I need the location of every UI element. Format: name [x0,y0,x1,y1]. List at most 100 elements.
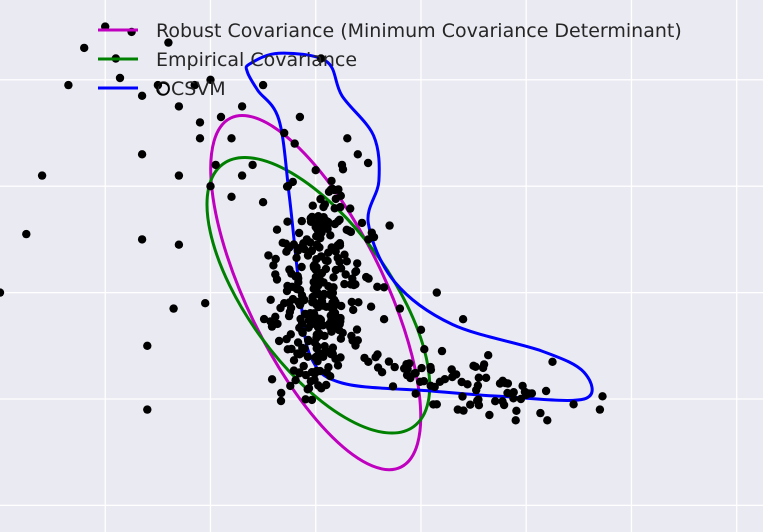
scatter-point [352,325,362,334]
scatter-point [298,327,307,336]
scatter-point [458,315,468,324]
scatter-point [206,75,215,85]
scatter-point [272,225,282,234]
scatter-point [276,396,286,406]
scatter-point [338,328,347,338]
scatter-point [333,253,342,263]
scatter-point [362,272,371,282]
scatter-point [309,284,318,294]
scatter-point [174,102,184,111]
scatter-point [266,317,275,326]
scatter-point [336,353,345,362]
scatter-point [293,246,303,255]
scatter-point [472,385,481,395]
scatter-point [174,171,184,180]
scatter-point [292,253,301,262]
scatter-point [347,297,356,307]
scatter-point [311,353,320,362]
scatter-point [304,323,313,332]
scatter-point [190,80,199,90]
scatter-point [304,336,313,346]
legend-label-ocsvm: OCSVM [156,78,226,100]
scatter-point [298,343,307,353]
scatter-point [338,165,348,174]
scatter-point [463,380,472,389]
scatter-points [0,22,607,425]
scatter-point [309,277,318,287]
scatter-point [336,202,345,212]
scatter-point [137,91,147,101]
scatter-point [286,381,295,391]
scatter-point [299,361,308,371]
scatter-point [569,400,578,409]
contours [205,51,594,472]
scatter-point [313,322,323,332]
scatter-point [343,134,352,143]
scatter-point [326,311,335,320]
scatter-point [509,388,518,397]
scatter-point [341,270,350,279]
scatter-point [458,392,467,401]
scatter-point [373,282,382,291]
scatter-point [278,238,287,247]
scatter-point [315,329,324,338]
scatter-point [322,368,331,377]
scatter-point [280,128,289,138]
scatter-point [143,341,152,350]
scatter-point [304,315,314,325]
scatter-point [437,346,447,356]
scatter-point [289,356,299,365]
scatter-point [227,134,236,143]
scatter-point [426,362,435,372]
scatter-point [347,331,356,341]
scatter-point [379,283,389,292]
scatter-point [416,325,426,334]
scatter-point [273,319,282,329]
scatter-point [271,270,280,279]
scatter-point [283,217,292,226]
scatter-point [328,184,337,193]
scatter-point [80,43,89,53]
scatter-point [346,280,356,289]
scatter-point [301,370,311,380]
scatter-point [0,288,5,297]
scatter-point [333,240,343,250]
scatter-point [307,395,317,405]
robust-covariance-contour [209,114,423,472]
scatter-point [314,212,323,221]
scatter-point [269,261,278,270]
scatter-point [440,375,449,384]
scatter-point [402,360,411,369]
scatter-point [342,225,351,234]
scatter-point [336,313,345,323]
scatter-point [267,375,277,384]
scatter-point [474,401,484,410]
scatter-point [195,134,205,143]
scatter-point [206,182,215,191]
scatter-point [323,221,332,230]
scatter-point [330,300,339,309]
scatter-point [485,410,494,420]
scatter-point [360,353,369,363]
scatter-point [354,298,363,307]
scatter-point [306,377,315,386]
scatter-point [174,240,184,249]
scatter-point [169,304,178,313]
scatter-point [312,232,321,241]
scatter-point [323,256,332,266]
scatter-point [402,370,412,380]
scatter-point [283,181,293,191]
scatter-point [316,315,326,324]
scatter-point [349,305,358,315]
scatter-point [274,336,284,346]
scatter-point [164,38,173,47]
scatter-point [511,416,520,425]
scatter-point [286,303,296,313]
scatter-point [541,386,551,396]
scatter-point [289,240,298,249]
empirical-covariance-contour [205,156,432,435]
scatter-point [432,288,441,297]
scatter-point [340,250,349,259]
scatter-point [291,376,300,385]
